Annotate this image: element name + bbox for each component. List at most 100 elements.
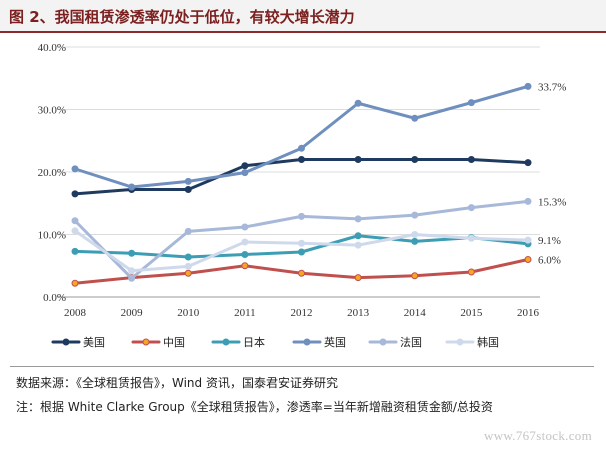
line-chart: 0.0% 10.0% 20.0% 30.0% 40.0% 2008 2009 2010 201… [38,42,567,349]
remark-note: 注：根据 White Clarke Group《全球租赁报告》，渗透率=当年新增… [16,400,493,414]
data-point [71,165,79,173]
data-point [411,114,419,122]
data-point [241,223,249,231]
legend-marker [456,338,464,346]
x-tick-label: 2011 [234,307,256,319]
data-point [524,82,532,90]
data-point [354,232,362,240]
chart-title: 图 2、我国租赁渗透率仍处于低位，有较大增长潜力 [9,8,355,26]
data-point [184,177,192,185]
data-point [298,144,305,152]
data-point [298,248,305,256]
x-axis: 2008 2009 2010 2011 2012 2013 2014 2015 2016 [64,307,540,319]
legend-marker [222,338,230,346]
legend-marker [62,338,70,346]
data-point [184,269,192,277]
legend-marker [142,338,150,346]
data-point [241,262,249,270]
x-tick-label: 2016 [517,307,540,319]
y-axis: 0.0% 10.0% 20.0% 30.0% 40.0% [38,42,66,304]
end-label: 33.7% [538,81,566,93]
watermark: www.767stock.com [484,428,592,443]
legend: 美国 中国 日本 英国 法国 韩国 [51,335,499,349]
data-point [411,211,419,219]
legend-item: 中国 [131,336,185,349]
data-point [298,239,305,247]
data-point [467,99,475,107]
end-label: 9.1% [538,235,561,247]
data-point [524,236,532,244]
legend-label: 法国 [400,335,422,349]
data-point [298,156,305,163]
x-tick-label: 2010 [177,307,200,319]
legend-label: 韩国 [477,335,499,349]
source-note: 数据来源：《全球租赁报告》，Wind 资讯，国泰君安证券研究 [16,376,338,390]
title-bar: 图 2、我国租赁渗透率仍处于低位，有较大增长潜力 [0,0,606,33]
x-tick-label: 2013 [347,307,370,319]
legend-label: 日本 [243,335,265,349]
data-point [71,217,79,225]
data-point [128,274,136,282]
y-tick-label: 40.0% [38,42,66,54]
legend-item: 法国 [368,335,422,349]
y-tick-label: 30.0% [38,105,66,117]
x-tick-label: 2015 [460,307,483,319]
data-point [411,231,419,238]
data-point [241,251,249,258]
data-point [467,234,475,242]
legend-marker [379,338,387,346]
data-point [467,204,475,212]
gridlines [57,46,540,298]
legend-item: 日本 [211,335,265,349]
data-point [354,99,362,107]
y-tick-label: 20.0% [38,167,66,179]
legend-item: 英国 [292,335,346,349]
data-point [128,183,136,191]
series-lines [71,82,532,287]
data-point [241,162,249,170]
legend-label: 中国 [163,336,185,349]
data-point [524,197,532,205]
x-tick-label: 2014 [404,307,427,319]
legend-item: 美国 [51,336,105,349]
data-point [411,237,419,245]
data-point [467,156,475,163]
data-point [71,247,79,255]
legend-item: 韩国 [445,335,499,349]
data-point [354,215,362,223]
data-point [298,269,305,277]
legend-label: 美国 [83,336,105,349]
data-point [184,186,192,193]
data-point [184,253,192,261]
x-tick-label: 2012 [291,307,313,319]
data-point [411,156,419,163]
data-point [128,249,136,257]
data-point [467,268,475,276]
data-point [128,267,136,275]
data-point [354,274,362,282]
data-point [241,169,249,177]
data-point [71,279,79,287]
data-point [298,212,305,220]
end-labels: 6.0% 33.7% 15.3% 9.1% [538,81,566,266]
data-point [71,227,79,235]
data-point [354,241,362,249]
end-label: 15.3% [538,196,566,208]
data-point [524,256,532,263]
data-point [71,190,79,198]
data-point [524,159,532,167]
end-label: 6.0% [538,255,561,267]
legend-label: 英国 [324,335,346,349]
series-3 [71,82,532,191]
x-tick-label: 2008 [64,307,87,319]
y-tick-label: 0.0% [43,292,66,304]
series-4 [71,197,532,282]
notes-divider [10,366,594,367]
legend-marker [303,338,311,346]
data-point [184,227,192,235]
data-point [411,272,419,280]
series-5 [71,227,532,275]
data-point [241,238,249,246]
data-point [354,156,362,163]
series-0 [71,156,532,198]
